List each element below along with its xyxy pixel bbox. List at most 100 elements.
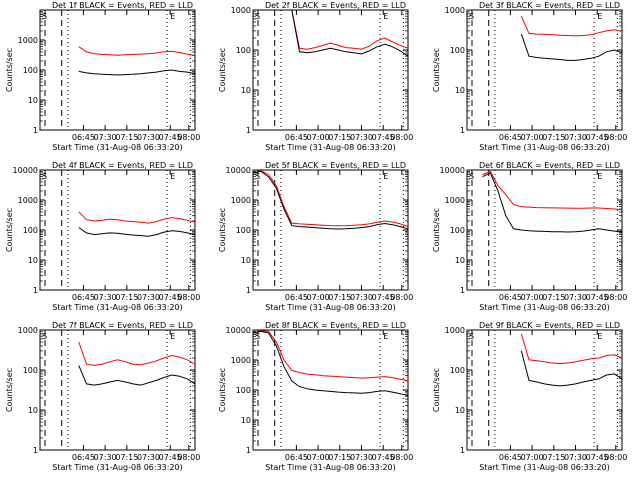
flag-start: S xyxy=(255,12,260,21)
x-tick-label: 07:15 xyxy=(328,133,351,142)
y-tick-label: 1 xyxy=(246,126,251,135)
x-tick-label: 06:45 xyxy=(285,293,308,302)
x-tick-label: 08:00 xyxy=(604,133,627,142)
x-tick-label: 07:00 xyxy=(521,133,544,142)
y-tick-label: 1 xyxy=(33,286,38,295)
y-tick-label: 1 xyxy=(246,286,251,295)
series-events-line xyxy=(252,170,409,230)
x-tick-label: 07:45 xyxy=(159,293,182,302)
y-tick-label: 1 xyxy=(246,446,251,455)
y-axis-label: Counts/sec xyxy=(5,368,14,412)
y-tick-label: 10 xyxy=(28,256,38,265)
y-tick-label: 1000 xyxy=(18,36,38,45)
y-tick-label: 10000 xyxy=(440,166,465,175)
x-tick-label: 07:00 xyxy=(521,453,544,462)
plot-frame xyxy=(252,9,409,131)
plot-title: Det 4f BLACK = Events, RED = LLD xyxy=(52,161,193,170)
x-tick-label: 07:30 xyxy=(350,453,373,462)
y-axis-label: Counts/sec xyxy=(5,208,14,252)
x-tick-label: 06:45 xyxy=(499,293,522,302)
flag-end: E xyxy=(170,332,175,341)
flag-start: S xyxy=(255,172,260,181)
series-events-line xyxy=(78,69,196,76)
y-tick-label: 1000 xyxy=(18,326,38,335)
x-tick-label: 08:00 xyxy=(604,293,627,302)
x-axis-label: Start Time (31-Aug-08 06:33:20) xyxy=(52,303,183,312)
flag-start: S xyxy=(42,12,47,21)
x-tick-label: 07:00 xyxy=(307,293,330,302)
y-tick-label: 100 xyxy=(236,386,251,395)
x-tick-label: 08:00 xyxy=(177,293,200,302)
flag-end: E xyxy=(597,332,602,341)
x-axis-label: Start Time (31-Aug-08 06:33:20) xyxy=(52,463,183,472)
y-tick-label: 100 xyxy=(23,366,38,375)
x-tick-label: 07:15 xyxy=(115,293,138,302)
y-tick-label: 1000 xyxy=(445,6,465,15)
x-axis-label: Start Time (31-Aug-08 06:33:20) xyxy=(265,143,396,152)
plot-frame xyxy=(39,169,196,291)
x-tick-label: 07:30 xyxy=(564,453,587,462)
x-tick-label: 07:15 xyxy=(328,453,351,462)
y-axis-label: Counts/sec xyxy=(218,368,227,412)
plot-title: Det 6f BLACK = Events, RED = LLD xyxy=(479,161,620,170)
y-tick-label: 10 xyxy=(455,406,465,415)
flag-end: E xyxy=(383,12,388,21)
series-events-line xyxy=(520,33,623,61)
x-tick-label: 06:45 xyxy=(499,453,522,462)
series-lld-line xyxy=(252,330,409,382)
x-tick-label: 07:30 xyxy=(94,453,117,462)
x-tick-label: 07:45 xyxy=(159,453,182,462)
x-tick-label: 07:15 xyxy=(542,133,565,142)
x-tick-label: 07:15 xyxy=(542,293,565,302)
y-tick-label: 1 xyxy=(33,446,38,455)
x-tick-label: 07:00 xyxy=(521,293,544,302)
y-tick-label: 100 xyxy=(23,66,38,75)
x-tick-label: 07:45 xyxy=(159,133,182,142)
x-axis-label: Start Time (31-Aug-08 06:33:20) xyxy=(479,303,610,312)
y-tick-label: 10000 xyxy=(13,166,38,175)
y-tick-label: 1000 xyxy=(18,196,38,205)
y-tick-label: 100 xyxy=(450,46,465,55)
x-tick-label: 06:45 xyxy=(72,133,95,142)
y-tick-label: 10 xyxy=(455,256,465,265)
x-tick-label: 07:15 xyxy=(328,293,351,302)
plot-frame xyxy=(39,329,196,451)
series-lld-line xyxy=(520,15,623,37)
y-tick-label: 10000 xyxy=(226,326,251,335)
y-tick-label: 100 xyxy=(23,226,38,235)
y-tick-label: 100 xyxy=(236,226,251,235)
x-axis-label: Start Time (31-Aug-08 06:33:20) xyxy=(479,143,610,152)
x-tick-label: 07:45 xyxy=(372,293,395,302)
x-tick-label: 07:45 xyxy=(586,453,609,462)
x-axis-label: Start Time (31-Aug-08 06:33:20) xyxy=(52,143,183,152)
x-axis-label: Start Time (31-Aug-08 06:33:20) xyxy=(265,463,396,472)
series-lld-line xyxy=(78,46,196,57)
x-tick-label: 07:30 xyxy=(94,133,117,142)
plot-frame xyxy=(466,9,623,131)
flag-start: S xyxy=(42,172,47,181)
series-events-line xyxy=(520,350,623,387)
plot-title: Det 5f BLACK = Events, RED = LLD xyxy=(265,161,406,170)
y-tick-label: 100 xyxy=(450,366,465,375)
flag-end: E xyxy=(597,12,602,21)
y-axis-label: Counts/sec xyxy=(218,208,227,252)
flag-end: E xyxy=(383,332,388,341)
y-axis-label: Counts/sec xyxy=(432,48,441,92)
series-events-line xyxy=(78,365,196,386)
series-events-line xyxy=(78,227,196,237)
x-tick-label: 08:00 xyxy=(390,133,413,142)
flag-start: S xyxy=(42,332,47,341)
x-tick-label: 07:15 xyxy=(115,133,138,142)
flag-start: S xyxy=(469,332,474,341)
y-tick-label: 1000 xyxy=(231,6,251,15)
plot-title: Det 1f BLACK = Events, RED = LLD xyxy=(52,1,193,10)
x-tick-label: 07:45 xyxy=(372,453,395,462)
y-tick-label: 1 xyxy=(460,286,465,295)
plot-title: Det 2f BLACK = Events, RED = LLD xyxy=(265,1,406,10)
y-tick-label: 10 xyxy=(28,96,38,105)
y-tick-label: 10 xyxy=(241,256,251,265)
x-tick-label: 08:00 xyxy=(390,453,413,462)
series-lld-line xyxy=(482,170,623,211)
series-events-line xyxy=(291,9,409,57)
series-lld-line xyxy=(291,9,409,50)
